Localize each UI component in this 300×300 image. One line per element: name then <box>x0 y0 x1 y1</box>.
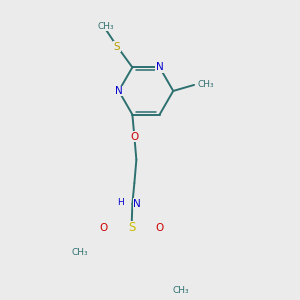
Text: O: O <box>156 223 164 233</box>
Text: CH₃: CH₃ <box>197 80 214 88</box>
Text: S: S <box>128 221 135 234</box>
Text: CH₃: CH₃ <box>72 248 88 257</box>
Text: CH₃: CH₃ <box>172 286 189 296</box>
Text: H: H <box>118 198 124 207</box>
Text: O: O <box>99 223 107 233</box>
Text: N: N <box>115 86 123 96</box>
Text: O: O <box>130 132 139 142</box>
Text: N: N <box>133 199 141 209</box>
Text: CH₃: CH₃ <box>98 22 114 31</box>
Text: N: N <box>156 62 164 72</box>
Text: S: S <box>114 41 121 52</box>
